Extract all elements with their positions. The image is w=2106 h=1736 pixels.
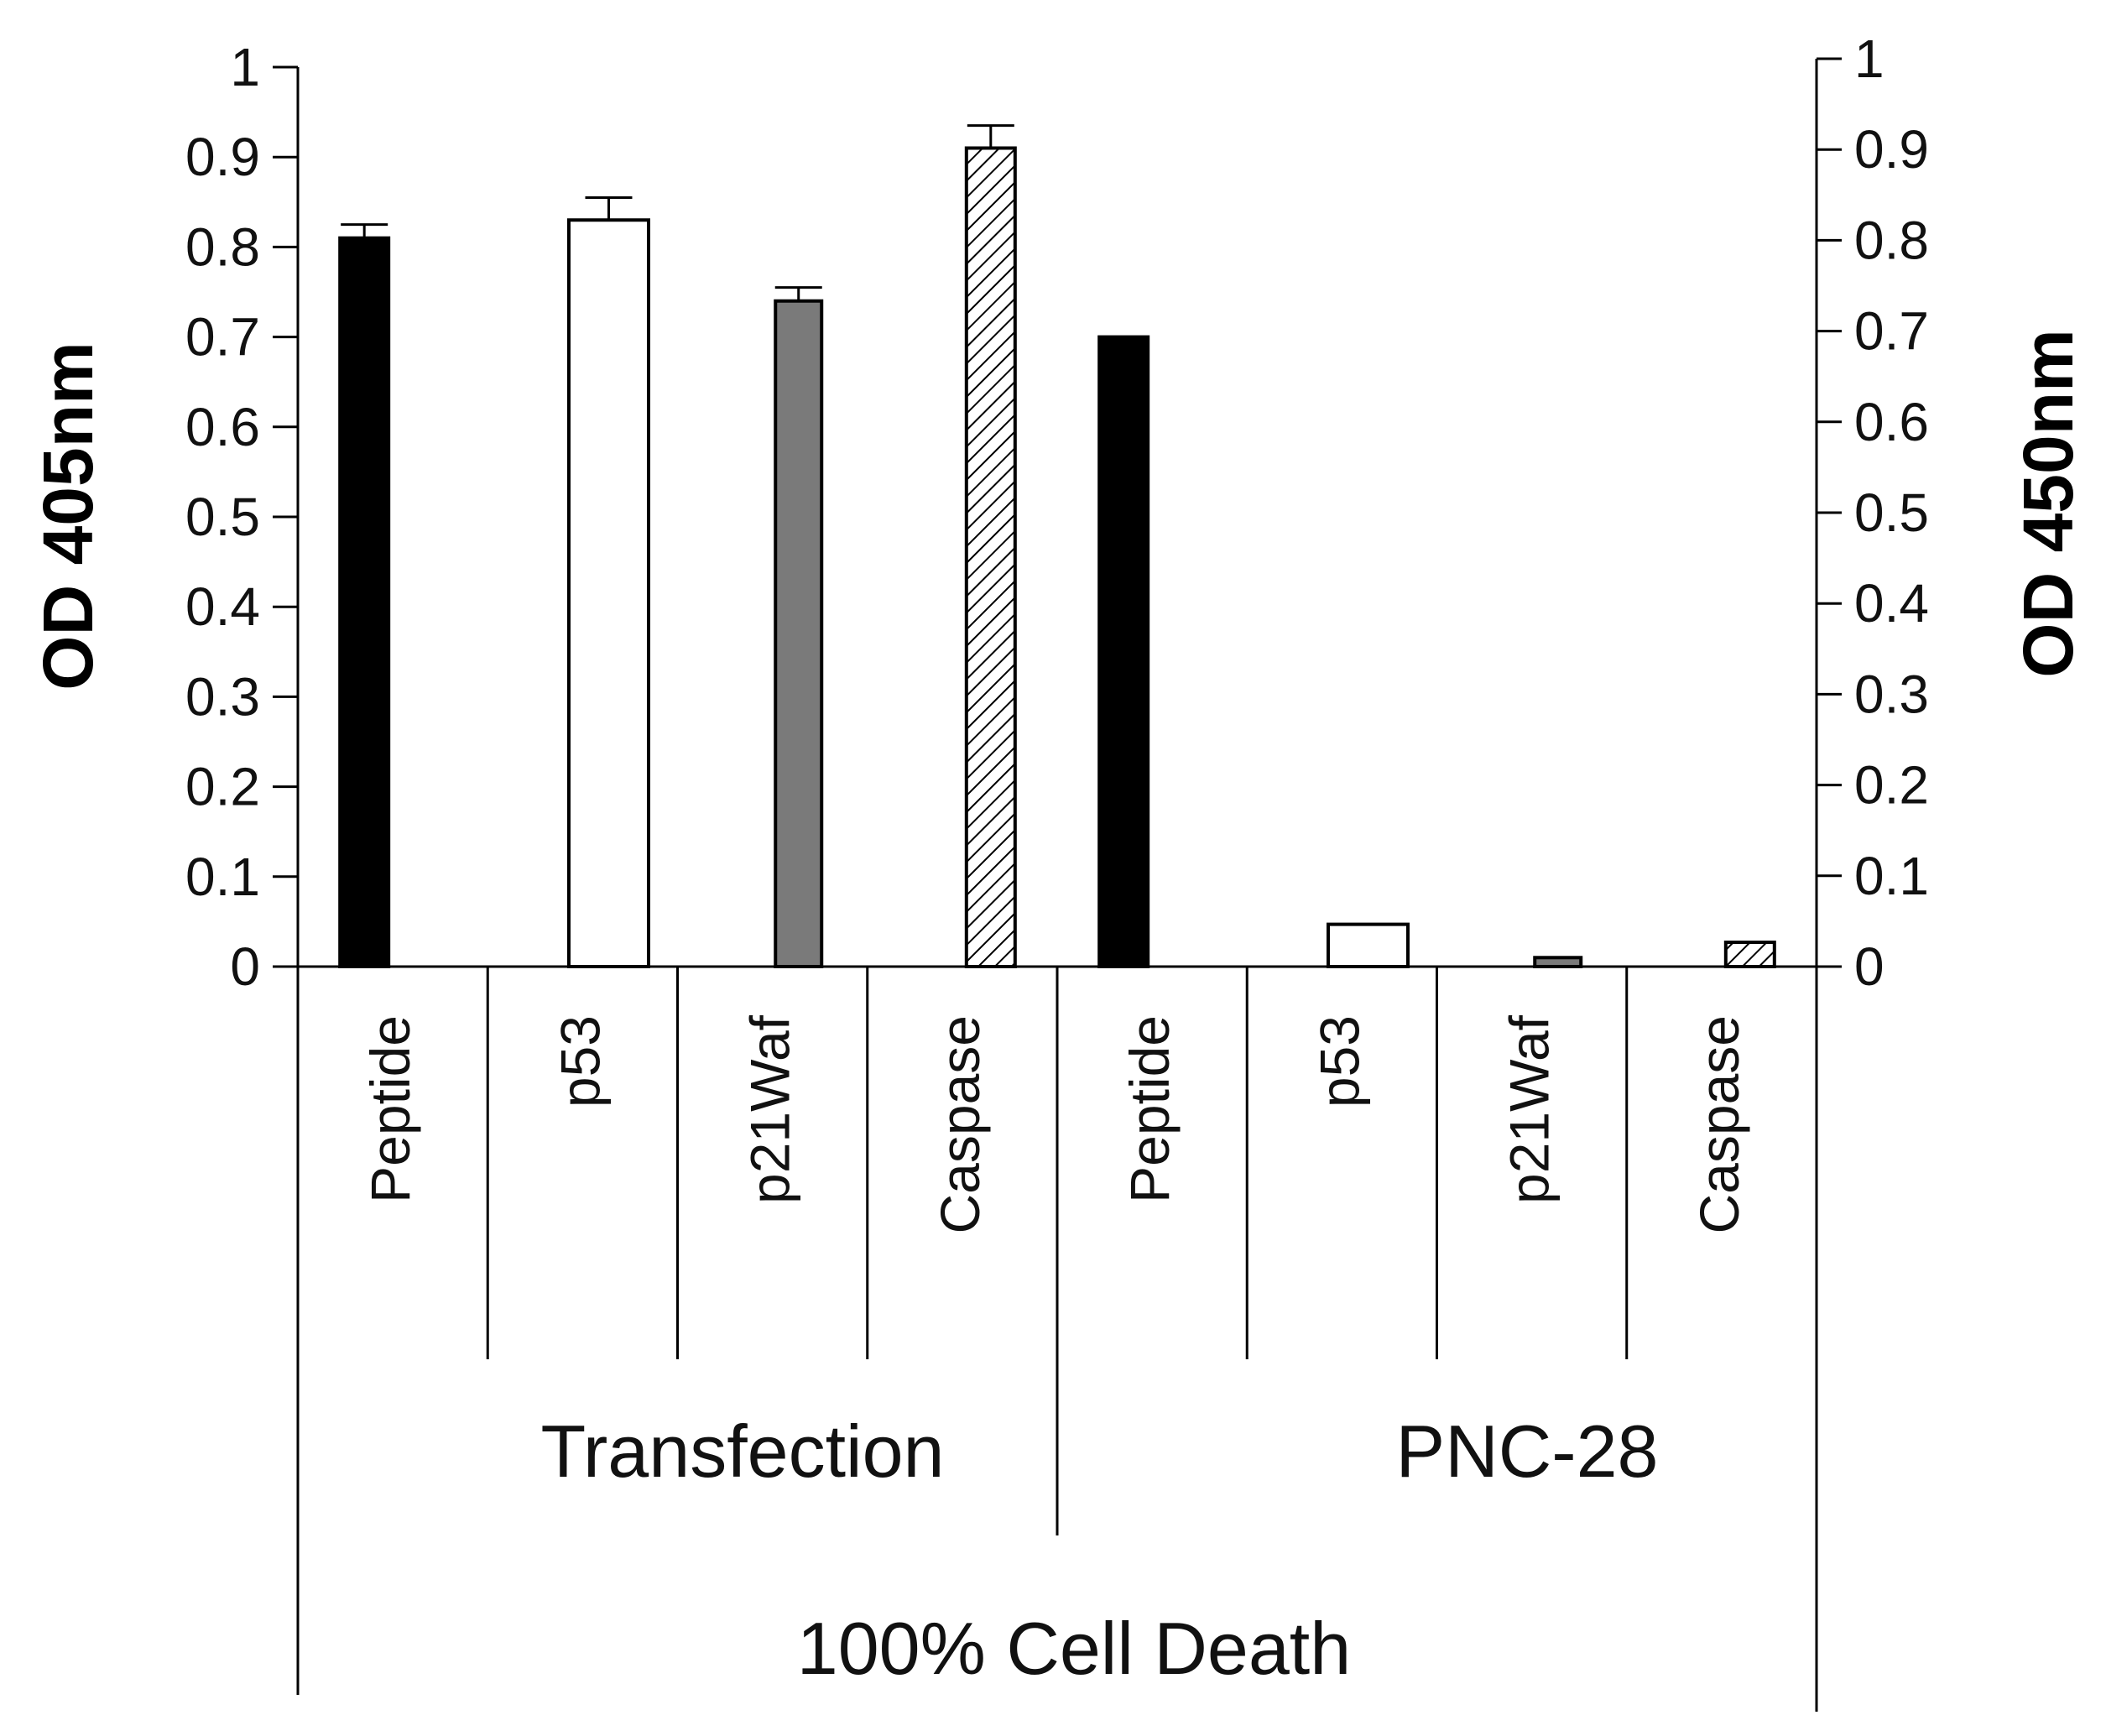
right-tick-label: 0.7 xyxy=(1854,301,1929,362)
bar-transfection-p21waf xyxy=(774,299,824,969)
bar-pnc-28-peptide xyxy=(1097,335,1150,969)
category-label: Peptide xyxy=(1118,1015,1181,1203)
category-separators xyxy=(486,967,1629,1535)
outer-label: 100% Cell Death xyxy=(797,1607,1351,1690)
bar-transfection-caspase xyxy=(964,146,1017,969)
left-tick-label: 0.6 xyxy=(185,397,260,457)
bars xyxy=(338,124,1776,969)
category-label: Caspase xyxy=(1688,1015,1750,1234)
category-label: p53 xyxy=(549,1015,611,1108)
right-tick-label: 0.9 xyxy=(1854,119,1929,180)
left-ticks: 0 0.1 0.2 0.3 0.4 0.5 0.6 0.7 0.8 0.9 1 xyxy=(185,37,298,997)
category-label: Peptide xyxy=(359,1015,421,1203)
category-labels: Peptide p53 p21Waf Caspase Peptide p53 p21Waf C… xyxy=(359,1014,1750,1233)
y-axis-right-title: OD 450nm xyxy=(2009,329,2088,678)
group-label-pnc28: PNC-28 xyxy=(1396,1410,1659,1493)
bar-transfection-p53 xyxy=(566,218,650,968)
left-tick-label: 0.5 xyxy=(185,487,260,547)
left-tick-label: 0.8 xyxy=(185,216,260,277)
right-tick-label: 0.1 xyxy=(1854,846,1929,906)
right-ticks: 0 0.1 0.2 0.3 0.4 0.5 0.6 0.7 0.8 0.9 1 xyxy=(1817,29,1929,997)
y-axis-left-title: OD 405nm xyxy=(29,341,107,691)
right-tick-label: 0.8 xyxy=(1854,210,1929,270)
left-tick-label: 0.3 xyxy=(185,666,260,727)
right-tick-label: 0.6 xyxy=(1854,392,1929,452)
category-label: p21Waf xyxy=(739,1014,801,1204)
bar-pnc-28-caspase xyxy=(1723,941,1776,969)
group-label-transfection: Transfection xyxy=(541,1410,945,1493)
left-tick-label: 1 xyxy=(230,37,260,97)
bar-transfection-peptide xyxy=(338,236,391,968)
category-label: p53 xyxy=(1308,1015,1370,1108)
right-tick-label: 0.2 xyxy=(1854,755,1929,816)
right-tick-label: 0.4 xyxy=(1854,573,1929,633)
right-tick-label: 0.5 xyxy=(1854,482,1929,543)
right-tick-label: 0.3 xyxy=(1854,664,1929,724)
category-label: p21Waf xyxy=(1499,1014,1561,1204)
left-tick-label: 0.1 xyxy=(185,847,260,907)
category-label: Caspase xyxy=(929,1015,991,1234)
right-tick-label: 0 xyxy=(1854,936,1884,997)
left-tick-label: 0.2 xyxy=(185,757,260,817)
left-tick-label: 0 xyxy=(230,936,260,997)
left-tick-label: 0.9 xyxy=(185,127,260,187)
left-tick-label: 0.4 xyxy=(185,576,260,637)
bar-pnc-28-p21waf xyxy=(1533,956,1583,969)
bar-pnc-28-p53 xyxy=(1326,922,1410,968)
right-tick-label: 1 xyxy=(1854,29,1884,89)
left-tick-label: 0.7 xyxy=(185,307,260,368)
